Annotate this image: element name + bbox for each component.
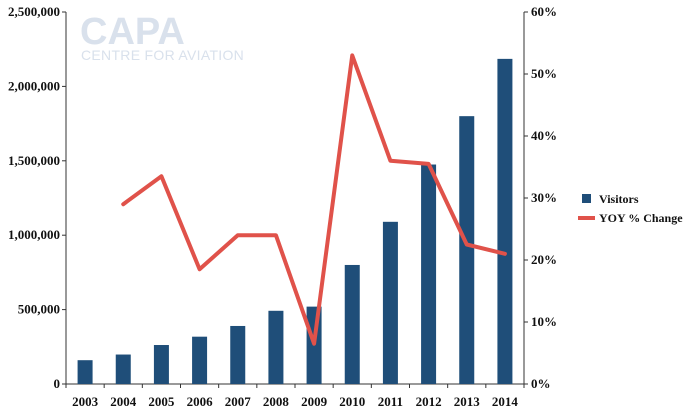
y-right-tick-label: 60%: [531, 4, 557, 19]
visitors-bar: [230, 325, 246, 384]
y-right-tick-label: 40%: [531, 128, 557, 143]
y-right-tick-label: 30%: [531, 190, 557, 205]
legend: Visitors YOY % Change: [578, 192, 683, 225]
y-left-tick-label: 1,500,000: [8, 153, 60, 168]
x-tick-label: 2004: [110, 394, 137, 409]
y-left-tick-label: 1,000,000: [8, 227, 60, 242]
x-tick-label: 2014: [492, 394, 519, 409]
y-right-tick-label: 50%: [531, 66, 557, 81]
visitors-bar: [459, 116, 475, 384]
visitors-bar: [268, 310, 284, 384]
visitors-bar: [153, 345, 169, 384]
x-tick-label: 2008: [263, 394, 290, 409]
x-tick-label: 2007: [225, 394, 252, 409]
capa-logo: CAPA CENTRE FOR AVIATION: [80, 11, 244, 63]
visitors-bar: [77, 360, 93, 384]
visitors-bar: [421, 164, 437, 384]
yoy-change-line: [121, 53, 507, 346]
y-right-tick-label: 20%: [531, 252, 557, 267]
x-tick-label: 2012: [416, 394, 442, 409]
y-left-tick-label: 0: [54, 376, 61, 391]
x-tick-label: 2006: [187, 394, 214, 409]
visitors-bar: [382, 221, 398, 384]
x-tick-label: 2003: [72, 394, 99, 409]
legend-swatch-visitors: [582, 194, 591, 203]
x-tick-label: 2013: [454, 394, 481, 409]
legend-label-visitors: Visitors: [599, 192, 639, 206]
x-tick-label: 2010: [339, 394, 365, 409]
visitors-bar: [115, 354, 131, 384]
visitors-bar: [192, 336, 208, 384]
visitors-bar: [344, 264, 360, 384]
y-right-tick-label: 10%: [531, 314, 557, 329]
x-tick-label: 2011: [378, 394, 403, 409]
logo-tagline: CENTRE FOR AVIATION: [81, 47, 244, 63]
x-tick-label: 2005: [148, 394, 175, 409]
logo-name: CAPA: [80, 11, 185, 53]
legend-label-yoy: YOY % Change: [599, 211, 683, 225]
y-left-tick-label: 500,000: [18, 302, 60, 317]
visitors-bar: [497, 58, 513, 384]
x-tick-label: 2009: [301, 394, 328, 409]
y-right-tick-label: 0%: [531, 376, 551, 391]
y-left-tick-label: 2,000,000: [8, 78, 60, 93]
y-left-tick-label: 2,500,000: [8, 4, 60, 19]
plot-area: 0 500,000 1,000,000 1,500,000 2,000,000 2,500…: [8, 4, 683, 409]
